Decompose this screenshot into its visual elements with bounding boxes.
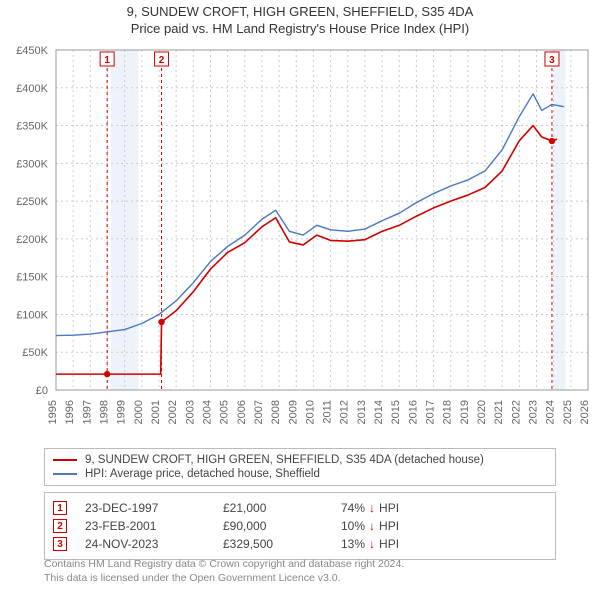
transaction-diff: 10% ↓ HPI	[341, 519, 399, 533]
transaction-date: 24-NOV-2023	[85, 537, 205, 551]
svg-text:2003: 2003	[184, 400, 196, 424]
transaction-diff: 13% ↓ HPI	[341, 537, 399, 551]
transaction-date: 23-DEC-1997	[85, 501, 205, 515]
transaction-marker: 3	[53, 537, 67, 551]
svg-text:2005: 2005	[219, 400, 231, 424]
transaction-diff-pct: 74%	[341, 501, 365, 515]
transaction-marker: 1	[53, 501, 67, 515]
svg-text:2020: 2020	[476, 400, 488, 424]
transaction-diff-pct: 10%	[341, 519, 365, 533]
transaction-diff-suffix: HPI	[379, 519, 399, 533]
transaction-row: 3 24-NOV-2023 £329,500 13% ↓ HPI	[53, 535, 547, 553]
svg-text:2018: 2018	[442, 400, 454, 424]
svg-text:1998: 1998	[98, 400, 110, 424]
transaction-marker: 2	[53, 519, 67, 533]
arrow-down-icon: ↓	[369, 537, 375, 551]
svg-text:2008: 2008	[270, 400, 282, 424]
footer-line1: Contains HM Land Registry data © Crown c…	[44, 558, 404, 572]
svg-text:1: 1	[104, 55, 110, 66]
footer-attribution: Contains HM Land Registry data © Crown c…	[44, 558, 404, 585]
svg-text:2017: 2017	[425, 400, 437, 424]
transaction-diff: 74% ↓ HPI	[341, 501, 399, 515]
transactions-table: 1 23-DEC-1997 £21,000 74% ↓ HPI 2 23-FEB-2001 £9…	[44, 492, 556, 560]
svg-text:1999: 1999	[116, 400, 128, 424]
transaction-diff-suffix: HPI	[379, 501, 399, 515]
svg-text:2000: 2000	[133, 400, 145, 424]
svg-text:1995: 1995	[47, 400, 59, 424]
legend: 9, SUNDEW CROFT, HIGH GREEN, SHEFFIELD, …	[44, 448, 556, 486]
transaction-row: 2 23-FEB-2001 £90,000 10% ↓ HPI	[53, 517, 547, 535]
transaction-date: 23-FEB-2001	[85, 519, 205, 533]
svg-text:2010: 2010	[304, 400, 316, 424]
legend-item: 9, SUNDEW CROFT, HIGH GREEN, SHEFFIELD, …	[53, 453, 547, 467]
svg-text:2013: 2013	[356, 400, 368, 424]
svg-text:£350K: £350K	[16, 121, 48, 133]
svg-text:£100K: £100K	[16, 309, 48, 321]
svg-text:2014: 2014	[373, 400, 385, 424]
page: 9, SUNDEW CROFT, HIGH GREEN, SHEFFIELD, …	[0, 0, 600, 590]
transaction-row: 1 23-DEC-1997 £21,000 74% ↓ HPI	[53, 499, 547, 517]
svg-text:3: 3	[549, 55, 555, 66]
svg-text:£200K: £200K	[16, 234, 48, 246]
legend-item: HPI: Average price, detached house, Shef…	[53, 467, 547, 481]
svg-text:2: 2	[159, 55, 165, 66]
chart-title-sub: Price paid vs. HM Land Registry's House …	[0, 21, 600, 36]
svg-text:1997: 1997	[81, 400, 93, 424]
svg-text:1996: 1996	[64, 400, 76, 424]
svg-text:2002: 2002	[167, 400, 179, 424]
svg-text:2016: 2016	[407, 400, 419, 424]
svg-text:2021: 2021	[493, 400, 505, 424]
transaction-diff-suffix: HPI	[379, 537, 399, 551]
svg-text:2015: 2015	[390, 400, 402, 424]
svg-text:£400K: £400K	[16, 83, 48, 95]
transaction-price: £329,500	[223, 537, 323, 551]
transaction-diff-pct: 13%	[341, 537, 365, 551]
svg-text:2009: 2009	[287, 400, 299, 424]
svg-text:2011: 2011	[322, 400, 334, 424]
svg-text:2019: 2019	[459, 400, 471, 424]
svg-text:2022: 2022	[510, 400, 522, 424]
svg-text:£0: £0	[36, 385, 48, 397]
chart-svg: £0 £50K £100K £150K £200K £250K £300K £350K £400…	[0, 40, 600, 440]
legend-swatch	[53, 473, 77, 475]
svg-text:£250K: £250K	[16, 196, 48, 208]
footer-line2: This data is licensed under the Open Gov…	[44, 572, 404, 586]
legend-label: 9, SUNDEW CROFT, HIGH GREEN, SHEFFIELD, …	[85, 454, 484, 466]
arrow-down-icon: ↓	[369, 501, 375, 515]
svg-text:2004: 2004	[201, 400, 213, 424]
line-chart: £0 £50K £100K £150K £200K £250K £300K £350K £400…	[0, 40, 600, 440]
transaction-price: £21,000	[223, 501, 323, 515]
svg-text:2006: 2006	[236, 400, 248, 424]
svg-text:2026: 2026	[579, 400, 591, 424]
svg-text:2012: 2012	[339, 400, 351, 424]
chart-title-address: 9, SUNDEW CROFT, HIGH GREEN, SHEFFIELD, …	[0, 4, 600, 19]
svg-text:£450K: £450K	[16, 45, 48, 57]
svg-text:2024: 2024	[545, 400, 557, 424]
legend-label: HPI: Average price, detached house, Shef…	[85, 468, 320, 480]
svg-text:£150K: £150K	[16, 272, 48, 284]
arrow-down-icon: ↓	[369, 519, 375, 533]
svg-text:2007: 2007	[253, 400, 265, 424]
svg-text:2025: 2025	[562, 400, 574, 424]
svg-text:£300K: £300K	[16, 158, 48, 170]
legend-swatch	[53, 459, 77, 461]
svg-text:2001: 2001	[150, 400, 162, 424]
svg-text:2023: 2023	[528, 400, 540, 424]
svg-text:£50K: £50K	[22, 347, 48, 359]
chart-titles: 9, SUNDEW CROFT, HIGH GREEN, SHEFFIELD, …	[0, 0, 600, 36]
transaction-price: £90,000	[223, 519, 323, 533]
